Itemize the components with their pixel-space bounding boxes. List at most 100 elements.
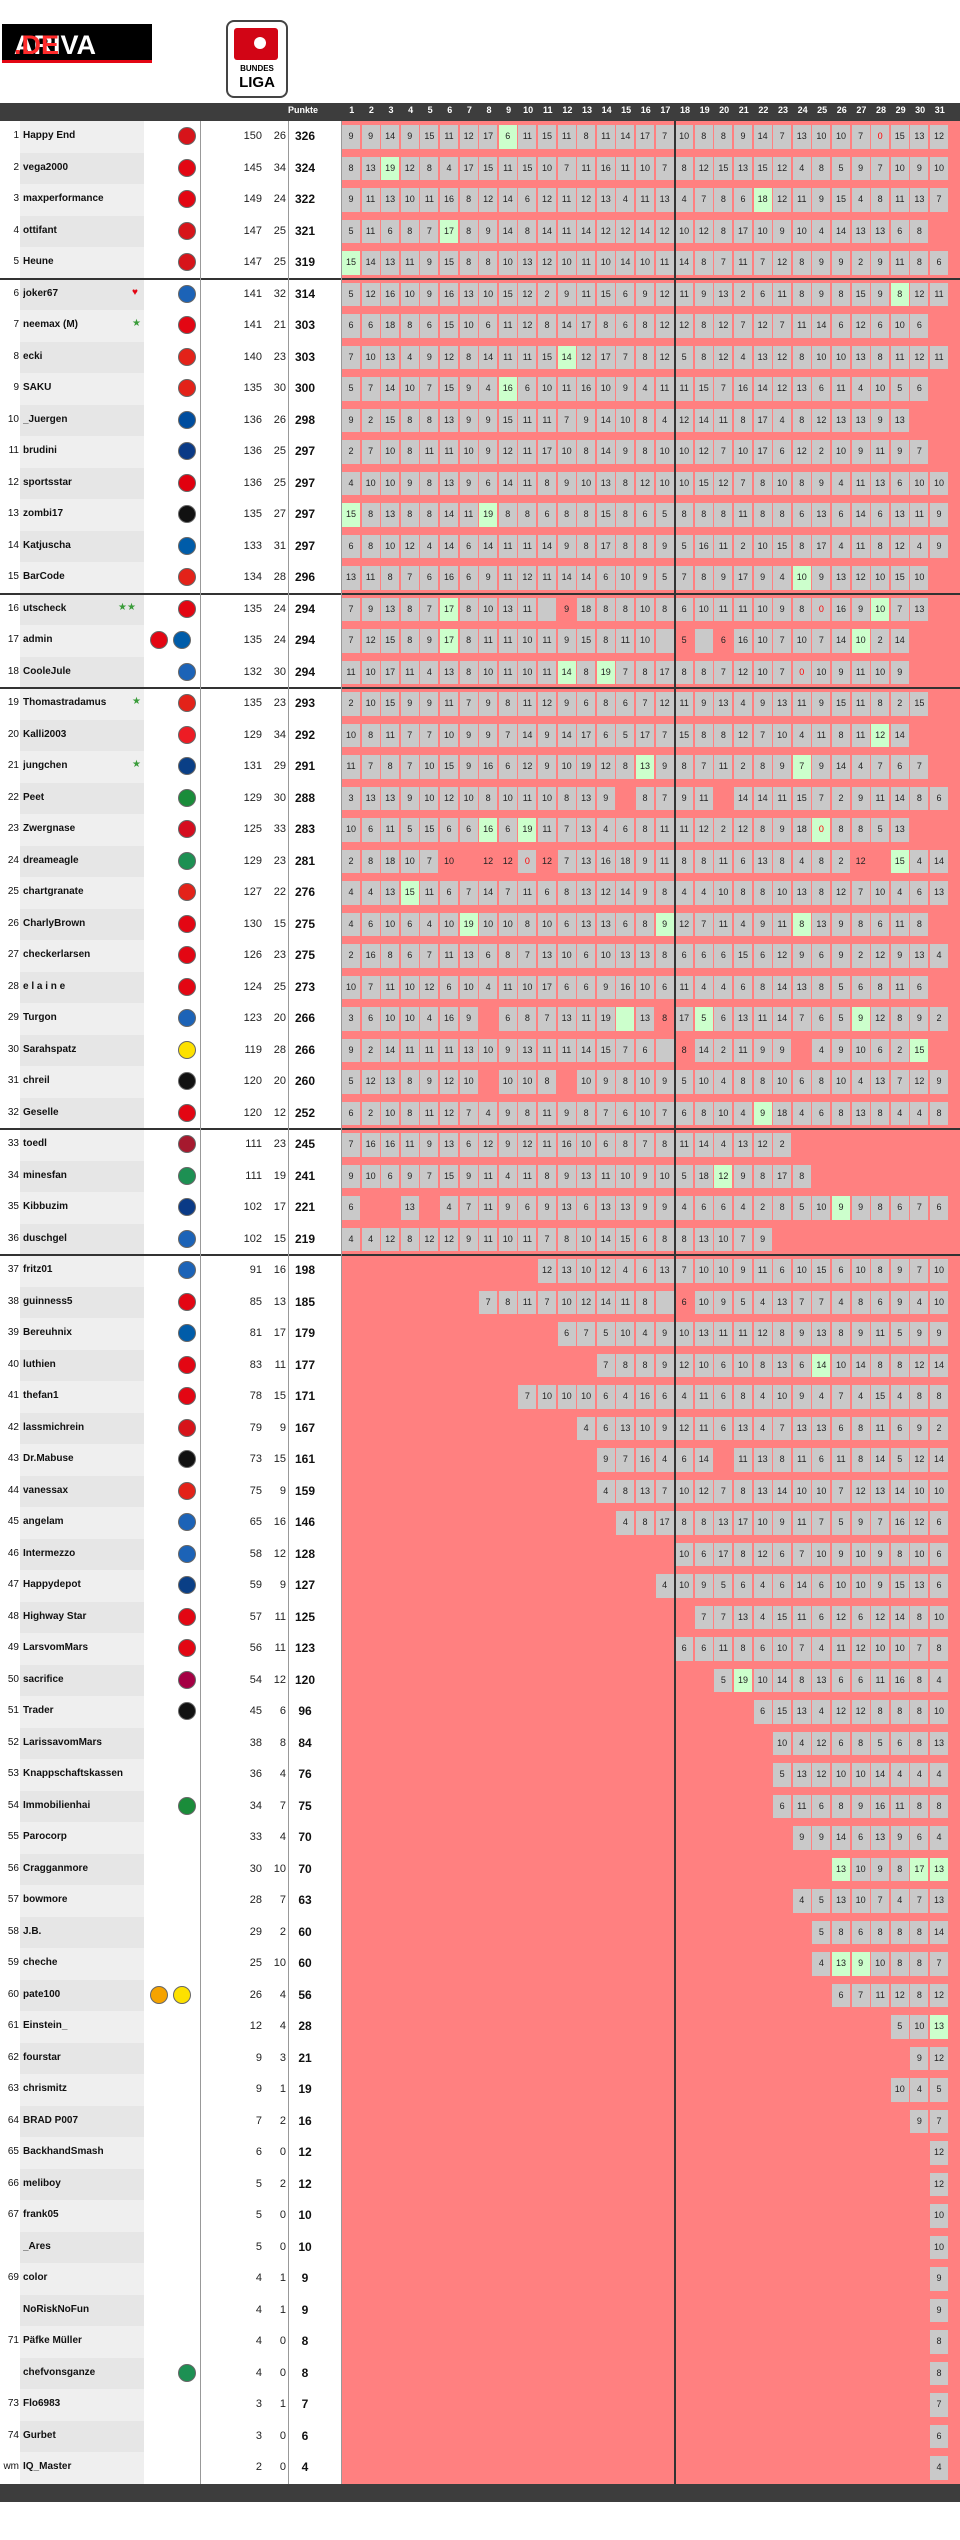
table-row[interactable]: 63 chrismitz 9 1 19 10 4 5: [0, 2074, 960, 2106]
player-name[interactable]: thefan1: [23, 1390, 59, 1401]
player-name[interactable]: dreameagle: [23, 854, 79, 866]
table-row[interactable]: 36 duschgel 102 15 219 4 4 12 8 12 12 9 11 10 11 7 8 10 14…: [0, 1223, 960, 1255]
table-row[interactable]: 44 vanessax 75 9 159 4 8 13 7 10 12 7 8 13 14 10 10 7 12 13…: [0, 1475, 960, 1507]
table-row[interactable]: 38 guinness5 85 13 185 7 8 11 7 10 12 14 11 8 6 10 9 5 4 13…: [0, 1286, 960, 1318]
player-name[interactable]: sportsstar: [23, 476, 72, 488]
table-row[interactable]: 27 checkerlarsen 126 23 275 2 16 8 6 7 11 13 6 8 7 13 10…: [0, 940, 960, 972]
table-row[interactable]: 35 Kibbuzim 102 17 221 6 13 4 7 11 9 6 9 13 6 13 13 9 9 4 6 6…: [0, 1192, 960, 1224]
player-name[interactable]: checkerlarsen: [23, 949, 91, 960]
player-name[interactable]: Thomastradamus: [23, 697, 107, 708]
table-row[interactable]: 11 brudini 136 25 297 2 7 10 8 11 11 10 9 12 11 17 10 8 14…: [0, 436, 960, 468]
table-row[interactable]: 13 zombi17 135 27 297 15 8 13 8 8 14 11 19 8 8 6 8 8 15 8 6 5…: [0, 499, 960, 531]
table-row[interactable]: 62 fourstar 9 3 21 9 12: [0, 2042, 960, 2074]
player-name[interactable]: ottifant: [23, 224, 57, 236]
player-name[interactable]: sacrifice: [23, 1673, 64, 1685]
player-name[interactable]: Turgon: [23, 1012, 57, 1023]
table-row[interactable]: wm IQ_Master 2 0 4 4: [0, 2452, 960, 2484]
player-name[interactable]: Bereuhnix: [23, 1327, 72, 1338]
table-row[interactable]: 56 Cragganmore 30 10 70 13 10 9 8 17 13: [0, 1853, 960, 1885]
table-row[interactable]: 50 sacrifice 54 12 120 5 19 10 14 8 13 6 6 11 16 8 4: [0, 1664, 960, 1696]
player-name[interactable]: CharlyBrown: [23, 917, 86, 929]
table-row[interactable]: 2 vega2000 145 34 324 8 13 19 12 8 4 17 15 11 15 10 7 11 1…: [0, 152, 960, 184]
table-row[interactable]: 40 luthien 83 11 177 7 8 8 9 12 10 6 10 8 13 6 14 10 14 8 8 1…: [0, 1349, 960, 1381]
player-name[interactable]: brudini: [23, 445, 57, 456]
player-name[interactable]: pate100: [23, 1988, 61, 2000]
table-row[interactable]: 6 joker67 ♥ 141 32 314 5 12 16 10 9 16 13 10 15 12 2 9 11 1…: [0, 278, 960, 310]
table-row[interactable]: 34 minesfan 111 19 241 9 10 6 9 7 15 9 11 4 11 8 9 13 11 10…: [0, 1160, 960, 1192]
table-row[interactable]: 19 Thomastradamus ★ 135 23 293 2 10 15 9 9 11 7 9 8 11 1…: [0, 688, 960, 720]
table-row[interactable]: 45 angelam 65 16 146 4 8 17 8 8 13 17 10 9 11 7 5 9 7 16 12 6: [0, 1507, 960, 1539]
table-row[interactable]: 42 lassmichrein 79 9 167 4 6 13 10 9 12 11 6 13 4 7 13 13…: [0, 1412, 960, 1444]
table-row[interactable]: NoRiskNoFun 4 1 9 9: [0, 2294, 960, 2326]
player-name[interactable]: chreil: [23, 1075, 50, 1086]
table-row[interactable]: 37 fritz01 91 16 198 12 13 10 12 4 6 13 7 10 10 9 11 6 10 1…: [0, 1255, 960, 1287]
player-name[interactable]: CooleJule: [23, 665, 71, 677]
table-row[interactable]: 60 pate100 26 4 56 6 7 11 12 8 12: [0, 1979, 960, 2011]
player-name[interactable]: Päfke Müller: [23, 2335, 82, 2346]
player-name[interactable]: Happy End: [23, 130, 76, 141]
table-row[interactable]: 54 Immobilienhai 34 7 75 6 11 6 8 9 16 11 8 8: [0, 1790, 960, 1822]
player-name[interactable]: maxperformance: [23, 193, 104, 204]
player-name[interactable]: IQ_Master: [23, 2461, 72, 2472]
player-name[interactable]: Katjuscha: [23, 539, 71, 551]
table-row[interactable]: 71 Päfke Müller 4 0 8 8: [0, 2326, 960, 2358]
table-row[interactable]: 9 SAKU 135 30 300 5 7 14 10 7 15 9 4 16 6 10 11 16 10 9 4 11 1…: [0, 373, 960, 405]
table-row[interactable]: 23 Zwergnase 125 33 283 10 6 11 5 15 6 6 16 6 19 11 7 13 4…: [0, 814, 960, 846]
player-name[interactable]: Dr.Mabuse: [23, 1453, 74, 1464]
player-name[interactable]: utscheck: [23, 602, 67, 614]
table-row[interactable]: 32 Geselle 120 12 252 6 2 10 8 11 12 7 4 9 8 11 9 8 7 6 10 7 6…: [0, 1097, 960, 1129]
table-row[interactable]: 3 maxperformance 149 24 322 9 11 13 10 11 16 8 12 14 6…: [0, 184, 960, 216]
player-name[interactable]: NoRiskNoFun: [23, 2303, 90, 2315]
table-row[interactable]: chefvonsganze 4 0 8 8: [0, 2357, 960, 2389]
table-row[interactable]: 46 Intermezzo 58 12 128 10 6 17 8 12 6 7 10 9 10 9 8 10 6: [0, 1538, 960, 1570]
player-name[interactable]: _Juergen: [23, 413, 68, 425]
player-name[interactable]: lassmichrein: [23, 1421, 85, 1433]
table-row[interactable]: 30 Sarahspatz 119 28 266 9 2 14 11 11 11 13 10 9 13 11 1…: [0, 1034, 960, 1066]
player-name[interactable]: color: [23, 2272, 48, 2283]
player-name[interactable]: Intermezzo: [23, 1547, 76, 1559]
table-row[interactable]: 7 neemax (M) ★ 141 21 303 6 6 18 8 6 15 10 6 11 12 8 14 17…: [0, 310, 960, 342]
player-name[interactable]: Sarahspatz: [23, 1043, 77, 1055]
table-row[interactable]: 31 chreil 120 20 260 5 12 13 8 9 12 10 10 10 8 10 9 8 10 9 5…: [0, 1066, 960, 1098]
table-row[interactable]: 51 Trader 45 6 96 6 15 13 4 12 12 8 8 8 10: [0, 1696, 960, 1728]
player-name[interactable]: _Ares: [23, 2240, 51, 2252]
player-name[interactable]: Zwergnase: [23, 823, 76, 834]
player-name[interactable]: Kibbuzim: [23, 1201, 68, 1212]
player-name[interactable]: Happydepot: [23, 1579, 81, 1590]
player-name[interactable]: ecki: [23, 350, 43, 362]
player-name[interactable]: duschgel: [23, 1232, 67, 1244]
player-name[interactable]: luthien: [23, 1358, 56, 1370]
table-row[interactable]: 15 BarCode 134 28 296 13 11 8 7 6 16 6 9 11 12 11 14 14 6 1…: [0, 562, 960, 594]
table-row[interactable]: 4 ottifant 147 25 321 5 11 6 8 7 17 8 9 14 8 14 11 14 12 12…: [0, 215, 960, 247]
player-name[interactable]: Kalli2003: [23, 728, 67, 740]
table-row[interactable]: 24 dreameagle 129 23 281 2 8 18 10 7 10 12 12 0 12 7 13 1…: [0, 845, 960, 877]
player-name[interactable]: Geselle: [23, 1106, 59, 1118]
table-row[interactable]: _Ares 5 0 10 10: [0, 2231, 960, 2263]
player-name[interactable]: admin: [23, 634, 53, 645]
player-name[interactable]: frank05: [23, 2209, 59, 2220]
table-row[interactable]: 52 LarissavomMars 38 8 84 10 4 12 6 8 5 6 8 13: [0, 1727, 960, 1759]
table-row[interactable]: 18 CooleJule 132 30 294 11 10 17 11 4 13 8 10 11 10 11 1…: [0, 656, 960, 688]
player-name[interactable]: vega2000: [23, 161, 69, 173]
table-row[interactable]: 47 Happydepot 59 9 127 4 10 9 5 6 4 6 14 6 10 10 9 15 13 6: [0, 1570, 960, 1602]
table-row[interactable]: 73 Flo6983 3 1 7 7: [0, 2389, 960, 2421]
player-name[interactable]: chrismitz: [23, 2083, 67, 2094]
ariva-logo[interactable]: ARIVA .DE: [2, 24, 152, 63]
table-row[interactable]: 20 Kalli2003 129 34 292 10 8 11 7 7 10 9 9 7 14 9 14 17 6 5…: [0, 719, 960, 751]
table-row[interactable]: 57 bowmore 28 7 63 4 5 13 10 7 4 7 13: [0, 1885, 960, 1917]
player-name[interactable]: Cragganmore: [23, 1862, 89, 1874]
table-row[interactable]: 25 chartgranate 127 22 276 4 4 13 15 11 6 7 14 7 11 6 8 1…: [0, 877, 960, 909]
player-name[interactable]: fourstar: [23, 2051, 61, 2063]
table-row[interactable]: 65 BackhandSmash 6 0 12 12: [0, 2137, 960, 2169]
table-row[interactable]: 67 frank05 5 0 10 10: [0, 2200, 960, 2232]
table-row[interactable]: 39 Bereuhnix 81 17 179 6 7 5 10 4 9 10 13 11 11 12 8 9 13 8…: [0, 1318, 960, 1350]
table-row[interactable]: 22 Peet 129 30 288 3 13 13 9 10 12 10 8 10 11 10 8 13 9 8 7 9…: [0, 782, 960, 814]
player-name[interactable]: Immobilienhai: [23, 1799, 91, 1811]
table-row[interactable]: 58 J.B. 29 2 60 5 8 6 8 8 8 14: [0, 1916, 960, 1948]
table-row[interactable]: 41 thefan1 78 15 171 7 10 10 10 6 4 16 6 4 11 6 8 4 10 9 4 7 4…: [0, 1381, 960, 1413]
player-name[interactable]: Trader: [23, 1705, 54, 1716]
player-name[interactable]: jungchen: [23, 760, 68, 771]
table-row[interactable]: 48 Highway Star 57 11 125 7 7 13 4 15 11 6 12 6 12 14 8 1…: [0, 1601, 960, 1633]
player-name[interactable]: Heune: [23, 256, 54, 267]
table-row[interactable]: 12 sportsstar 136 25 297 4 10 10 9 8 13 9 6 14 11 8 9 10 1…: [0, 467, 960, 499]
